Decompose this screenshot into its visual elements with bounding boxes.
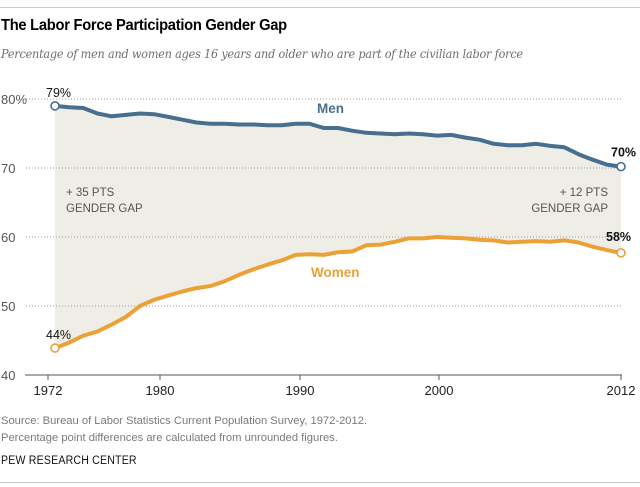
- chart-title: The Labor Force Participation Gender Gap: [1, 17, 287, 34]
- men-end-label: 70%: [611, 146, 636, 160]
- men-start-label: 79%: [46, 86, 71, 100]
- x-tick-label-1980: 1980: [146, 383, 175, 398]
- gap-annotation-1972-line1: + 35 PTS: [66, 187, 115, 199]
- x-tick-label-1972: 1972: [34, 383, 63, 398]
- gridlines: 40 50 60 70 80%: [1, 92, 622, 383]
- x-tick-label-2012: 2012: [607, 383, 636, 398]
- gap-annotation-2012-line2: GENDER GAP: [531, 203, 608, 215]
- women-start-label: 44%: [46, 328, 71, 342]
- women-end-marker: [616, 248, 626, 258]
- organization-credit: PEW RESEARCH CENTER: [1, 455, 137, 467]
- gap-annotation-1972-line2: GENDER GAP: [66, 203, 143, 215]
- y-tick-label-70: 70: [1, 161, 15, 176]
- bottom-rule: [0, 482, 640, 483]
- top-rule: [0, 7, 640, 8]
- x-axis: 1972 1980 1990 2000 2012: [25, 374, 636, 398]
- women-line: [53, 235, 623, 351]
- gap-annotation-2012-line1: + 12 PTS: [560, 187, 609, 199]
- y-tick-label-60: 60: [1, 230, 15, 245]
- men-start-marker: [50, 101, 60, 111]
- source-note: Source: Bureau of Labor Statistics Curre…: [1, 415, 368, 427]
- x-tick-label-1990: 1990: [286, 383, 315, 398]
- women-end-label: 58%: [606, 230, 631, 244]
- women-start-marker: [50, 343, 60, 353]
- men-line: [53, 103, 623, 169]
- x-tick-label-2000: 2000: [425, 383, 454, 398]
- series-lines: [50, 101, 626, 353]
- y-tick-label-50: 50: [1, 299, 15, 314]
- men-series-label: Men: [317, 101, 344, 116]
- men-end-marker: [616, 161, 626, 172]
- y-tick-label-40: 40: [1, 368, 15, 383]
- y-tick-label-80: 80%: [1, 92, 27, 107]
- method-note: Percentage point differences are calcula…: [1, 432, 338, 444]
- women-series-label: Women: [311, 265, 360, 280]
- chart-labels: 79% 70% 44% 58% Men Women + 35 PTS GENDER GAP + …: [46, 86, 636, 342]
- chart-subtitle: Percentage of men and women ages 16 year…: [1, 47, 523, 61]
